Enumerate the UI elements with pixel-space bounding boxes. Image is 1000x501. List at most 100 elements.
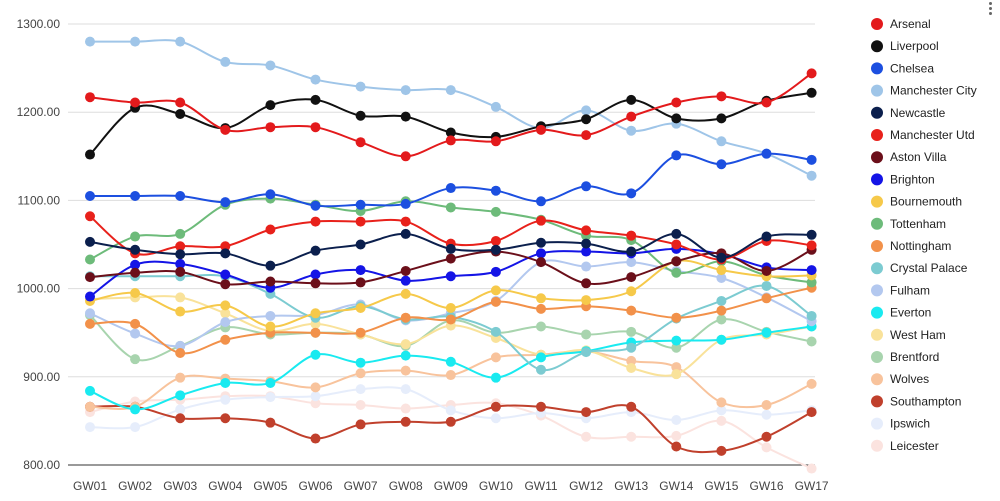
- data-point[interactable]: [85, 211, 95, 222]
- data-point[interactable]: [445, 405, 456, 416]
- data-point[interactable]: [445, 202, 456, 213]
- data-point[interactable]: [626, 355, 637, 366]
- data-point[interactable]: [671, 369, 682, 380]
- data-point[interactable]: [626, 286, 637, 297]
- data-point[interactable]: [761, 231, 772, 242]
- data-point[interactable]: [175, 372, 186, 383]
- legend-item[interactable]: Ipswich: [871, 417, 930, 431]
- data-point[interactable]: [536, 364, 546, 375]
- data-point[interactable]: [265, 321, 276, 332]
- legend-item[interactable]: Brentford: [871, 350, 939, 364]
- data-point[interactable]: [716, 397, 727, 408]
- data-point[interactable]: [490, 352, 501, 363]
- data-point[interactable]: [536, 237, 546, 248]
- data-point[interactable]: [220, 317, 231, 328]
- data-point[interactable]: [490, 206, 501, 217]
- legend-item[interactable]: Everton: [871, 306, 931, 320]
- data-point[interactable]: [175, 340, 186, 351]
- data-point[interactable]: [806, 87, 817, 98]
- data-point[interactable]: [130, 244, 141, 255]
- data-point[interactable]: [581, 407, 592, 418]
- data-point[interactable]: [220, 197, 231, 208]
- data-point[interactable]: [626, 246, 637, 257]
- data-point[interactable]: [490, 413, 501, 424]
- legend-item[interactable]: Crystal Palace: [871, 261, 968, 275]
- data-point[interactable]: [626, 305, 637, 316]
- legend-item[interactable]: Arsenal: [871, 17, 931, 31]
- data-point[interactable]: [400, 111, 411, 122]
- data-point[interactable]: [536, 124, 546, 135]
- series-chelsea[interactable]: [85, 148, 817, 211]
- data-point[interactable]: [536, 321, 546, 332]
- data-point[interactable]: [175, 390, 186, 401]
- data-point[interactable]: [220, 56, 231, 67]
- data-point[interactable]: [806, 463, 817, 474]
- data-point[interactable]: [761, 431, 772, 442]
- data-point[interactable]: [581, 238, 592, 249]
- data-point[interactable]: [175, 249, 186, 260]
- data-point[interactable]: [581, 105, 592, 116]
- data-point[interactable]: [400, 403, 411, 414]
- legend-item[interactable]: Leicester: [871, 439, 939, 453]
- data-point[interactable]: [490, 372, 501, 383]
- data-point[interactable]: [355, 419, 366, 430]
- data-point[interactable]: [355, 199, 366, 210]
- data-point[interactable]: [626, 272, 637, 283]
- data-point[interactable]: [220, 334, 231, 345]
- data-point[interactable]: [490, 296, 501, 307]
- legend-item[interactable]: Newcastle: [871, 106, 946, 120]
- data-point[interactable]: [175, 190, 186, 201]
- more-options-icon[interactable]: [986, 2, 994, 18]
- data-point[interactable]: [220, 269, 231, 280]
- data-point[interactable]: [265, 276, 276, 287]
- data-point[interactable]: [716, 113, 727, 124]
- data-point[interactable]: [806, 277, 817, 288]
- data-point[interactable]: [175, 306, 186, 317]
- data-point[interactable]: [671, 335, 682, 346]
- legend-item[interactable]: Chelsea: [871, 61, 934, 75]
- data-point[interactable]: [85, 236, 95, 247]
- data-point[interactable]: [581, 295, 592, 306]
- data-point[interactable]: [806, 310, 817, 321]
- data-point[interactable]: [445, 253, 456, 264]
- data-point[interactable]: [716, 273, 727, 284]
- data-point[interactable]: [85, 36, 95, 47]
- data-point[interactable]: [265, 377, 276, 388]
- series-liverpool[interactable]: [85, 87, 817, 160]
- data-point[interactable]: [445, 135, 456, 146]
- data-point[interactable]: [400, 339, 411, 350]
- data-point[interactable]: [310, 308, 321, 319]
- data-point[interactable]: [490, 185, 501, 196]
- data-point[interactable]: [85, 272, 95, 283]
- data-point[interactable]: [445, 356, 456, 367]
- data-point[interactable]: [581, 225, 592, 236]
- data-point[interactable]: [626, 401, 637, 412]
- data-point[interactable]: [355, 277, 366, 288]
- data-point[interactable]: [761, 400, 772, 411]
- data-point[interactable]: [175, 404, 186, 415]
- legend-item[interactable]: West Ham: [871, 328, 946, 342]
- data-point[interactable]: [536, 248, 546, 259]
- data-point[interactable]: [671, 113, 682, 124]
- data-point[interactable]: [626, 230, 637, 241]
- data-point[interactable]: [310, 216, 321, 227]
- data-point[interactable]: [581, 278, 592, 289]
- data-point[interactable]: [400, 151, 411, 162]
- series-nottingham[interactable]: [85, 282, 817, 358]
- data-point[interactable]: [671, 342, 682, 353]
- data-point[interactable]: [761, 148, 772, 159]
- data-point[interactable]: [671, 441, 682, 452]
- data-point[interactable]: [85, 318, 95, 329]
- data-point[interactable]: [536, 215, 546, 226]
- data-point[interactable]: [445, 303, 456, 314]
- data-point[interactable]: [175, 292, 186, 303]
- data-point[interactable]: [445, 85, 456, 96]
- series-manchester-city[interactable]: [85, 36, 817, 181]
- data-point[interactable]: [130, 318, 141, 329]
- legend-item[interactable]: Wolves: [871, 372, 929, 386]
- data-point[interactable]: [536, 303, 546, 314]
- data-point[interactable]: [626, 257, 637, 268]
- data-point[interactable]: [806, 336, 817, 347]
- data-point[interactable]: [310, 398, 321, 409]
- data-point[interactable]: [310, 327, 321, 338]
